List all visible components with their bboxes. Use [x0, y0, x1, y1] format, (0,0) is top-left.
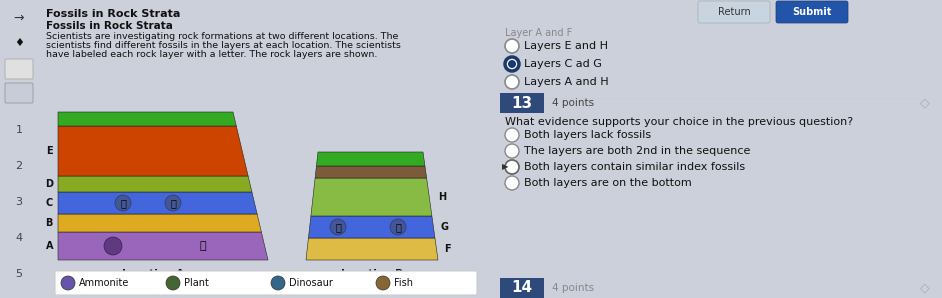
- FancyBboxPatch shape: [500, 93, 544, 113]
- FancyBboxPatch shape: [776, 1, 848, 23]
- Circle shape: [61, 276, 75, 290]
- Text: C: C: [46, 198, 53, 208]
- Text: 14: 14: [512, 280, 532, 296]
- Text: →: →: [14, 12, 24, 24]
- Text: Both layers are on the bottom: Both layers are on the bottom: [524, 178, 691, 188]
- Polygon shape: [58, 126, 248, 176]
- Circle shape: [505, 160, 519, 174]
- FancyBboxPatch shape: [500, 278, 544, 298]
- Text: F: F: [444, 244, 450, 254]
- Circle shape: [508, 60, 516, 68]
- Text: 4 points: 4 points: [552, 283, 594, 293]
- FancyBboxPatch shape: [698, 1, 770, 23]
- Text: D: D: [45, 179, 53, 189]
- Text: B: B: [45, 218, 53, 228]
- Text: Submit: Submit: [792, 7, 832, 17]
- Text: 🐟: 🐟: [200, 241, 206, 251]
- Text: 🐚: 🐚: [120, 198, 126, 208]
- Circle shape: [505, 144, 519, 158]
- Text: Dinosaur: Dinosaur: [289, 278, 333, 288]
- Text: 1: 1: [15, 125, 23, 135]
- Circle shape: [505, 57, 519, 71]
- Text: Both layers contain similar index fossils: Both layers contain similar index fossil…: [524, 162, 745, 172]
- Text: 13: 13: [512, 95, 532, 111]
- Polygon shape: [58, 232, 268, 260]
- Text: 🐚: 🐚: [171, 198, 176, 208]
- Text: have labeled each rock layer with a letter. The rock layers are shown.: have labeled each rock layer with a lett…: [46, 50, 378, 59]
- Text: ◇: ◇: [920, 97, 930, 109]
- Text: Fossils in Rock Strata: Fossils in Rock Strata: [46, 21, 173, 31]
- FancyBboxPatch shape: [55, 271, 477, 295]
- Text: 5: 5: [15, 269, 23, 279]
- Circle shape: [390, 219, 406, 235]
- Text: ♦: ♦: [14, 38, 24, 48]
- Polygon shape: [58, 192, 257, 214]
- Text: Layer A and F: Layer A and F: [505, 28, 572, 38]
- Circle shape: [166, 276, 180, 290]
- Text: G: G: [441, 222, 449, 232]
- Text: Layers C ad G: Layers C ad G: [524, 59, 602, 69]
- Text: Both layers lack fossils: Both layers lack fossils: [524, 130, 651, 140]
- Text: Location A: Location A: [122, 269, 184, 279]
- FancyBboxPatch shape: [5, 59, 33, 79]
- Text: 4: 4: [15, 233, 23, 243]
- Circle shape: [505, 160, 519, 174]
- Polygon shape: [311, 178, 431, 216]
- Text: Plant: Plant: [184, 278, 209, 288]
- Text: Scientists are investigating rock formations at two different locations. The: Scientists are investigating rock format…: [46, 32, 398, 41]
- Text: 3: 3: [15, 197, 23, 207]
- Circle shape: [271, 276, 285, 290]
- Text: 🐚: 🐚: [395, 222, 401, 232]
- Text: Location B: Location B: [341, 269, 403, 279]
- Circle shape: [165, 195, 181, 211]
- Polygon shape: [317, 152, 425, 166]
- Text: scientists find different fossils in the layers at each location. The scientists: scientists find different fossils in the…: [46, 41, 401, 50]
- Text: 2: 2: [15, 161, 23, 171]
- Polygon shape: [308, 216, 435, 238]
- Polygon shape: [306, 238, 438, 260]
- Circle shape: [505, 57, 519, 71]
- Circle shape: [505, 128, 519, 142]
- Text: Fish: Fish: [394, 278, 413, 288]
- Text: What evidence supports your choice in the previous question?: What evidence supports your choice in th…: [505, 117, 853, 127]
- Circle shape: [330, 219, 346, 235]
- Text: Ammonite: Ammonite: [79, 278, 129, 288]
- Circle shape: [104, 237, 122, 255]
- Text: ◇: ◇: [920, 282, 930, 294]
- Text: H: H: [438, 192, 446, 202]
- FancyBboxPatch shape: [5, 83, 33, 103]
- Text: Layers E and H: Layers E and H: [524, 41, 608, 51]
- Polygon shape: [58, 176, 252, 192]
- Text: A: A: [45, 241, 53, 251]
- Text: E: E: [46, 146, 53, 156]
- Text: Fossils in Rock Strata: Fossils in Rock Strata: [46, 9, 180, 19]
- Circle shape: [376, 276, 390, 290]
- Text: 4 points: 4 points: [552, 98, 594, 108]
- Text: ▶: ▶: [502, 162, 509, 172]
- Polygon shape: [316, 166, 427, 178]
- Polygon shape: [58, 214, 261, 232]
- Text: 🐚: 🐚: [335, 222, 341, 232]
- Circle shape: [505, 75, 519, 89]
- Circle shape: [115, 195, 131, 211]
- Text: Return: Return: [718, 7, 751, 17]
- Circle shape: [505, 39, 519, 53]
- Text: Layers A and H: Layers A and H: [524, 77, 609, 87]
- Text: The layers are both 2nd in the sequence: The layers are both 2nd in the sequence: [524, 146, 751, 156]
- Polygon shape: [58, 112, 236, 126]
- Circle shape: [505, 176, 519, 190]
